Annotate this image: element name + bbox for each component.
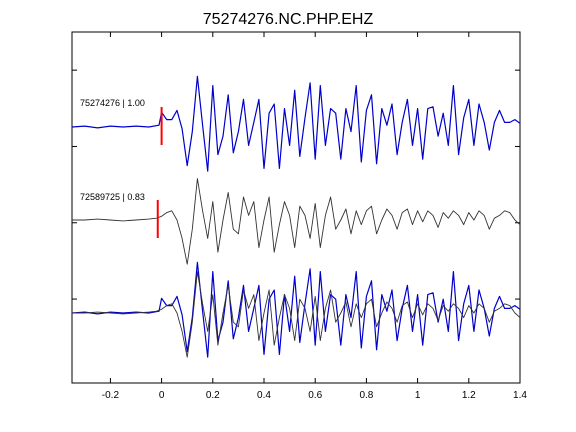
x-tick-label: 1.4 (513, 390, 527, 401)
x-tick-label: 0.4 (257, 390, 271, 401)
x-tick-label: 0.6 (308, 390, 322, 401)
trace-lines (71, 75, 521, 358)
trace-label-correlated: 72589725 | 0.83 (80, 192, 145, 202)
x-tick-label: 1 (415, 390, 421, 401)
trace-line-bottom-2 (71, 261, 521, 358)
plot-frame (71, 31, 521, 384)
x-tick-label: -0.2 (102, 390, 120, 401)
trace-label-reference: 75274276 | 1.00 (80, 98, 145, 108)
chart-title: 75274276.NC.PHP.EHZ (203, 11, 374, 28)
x-tick-label: 0 (159, 390, 165, 401)
trace-line-top-0 (71, 75, 521, 172)
trace-line-bottom-3 (72, 271, 521, 358)
trace-line-middle-1 (72, 178, 521, 265)
x-tick-label: 0.8 (359, 390, 373, 401)
x-tick-label: 0.2 (206, 390, 220, 401)
axis-ticks: -0.2 0 0.2 0.4 0.6 0.8 1 1.2 1.4 (72, 32, 527, 401)
pick-markers (156, 107, 163, 238)
x-tick-label: 1.2 (462, 390, 476, 401)
